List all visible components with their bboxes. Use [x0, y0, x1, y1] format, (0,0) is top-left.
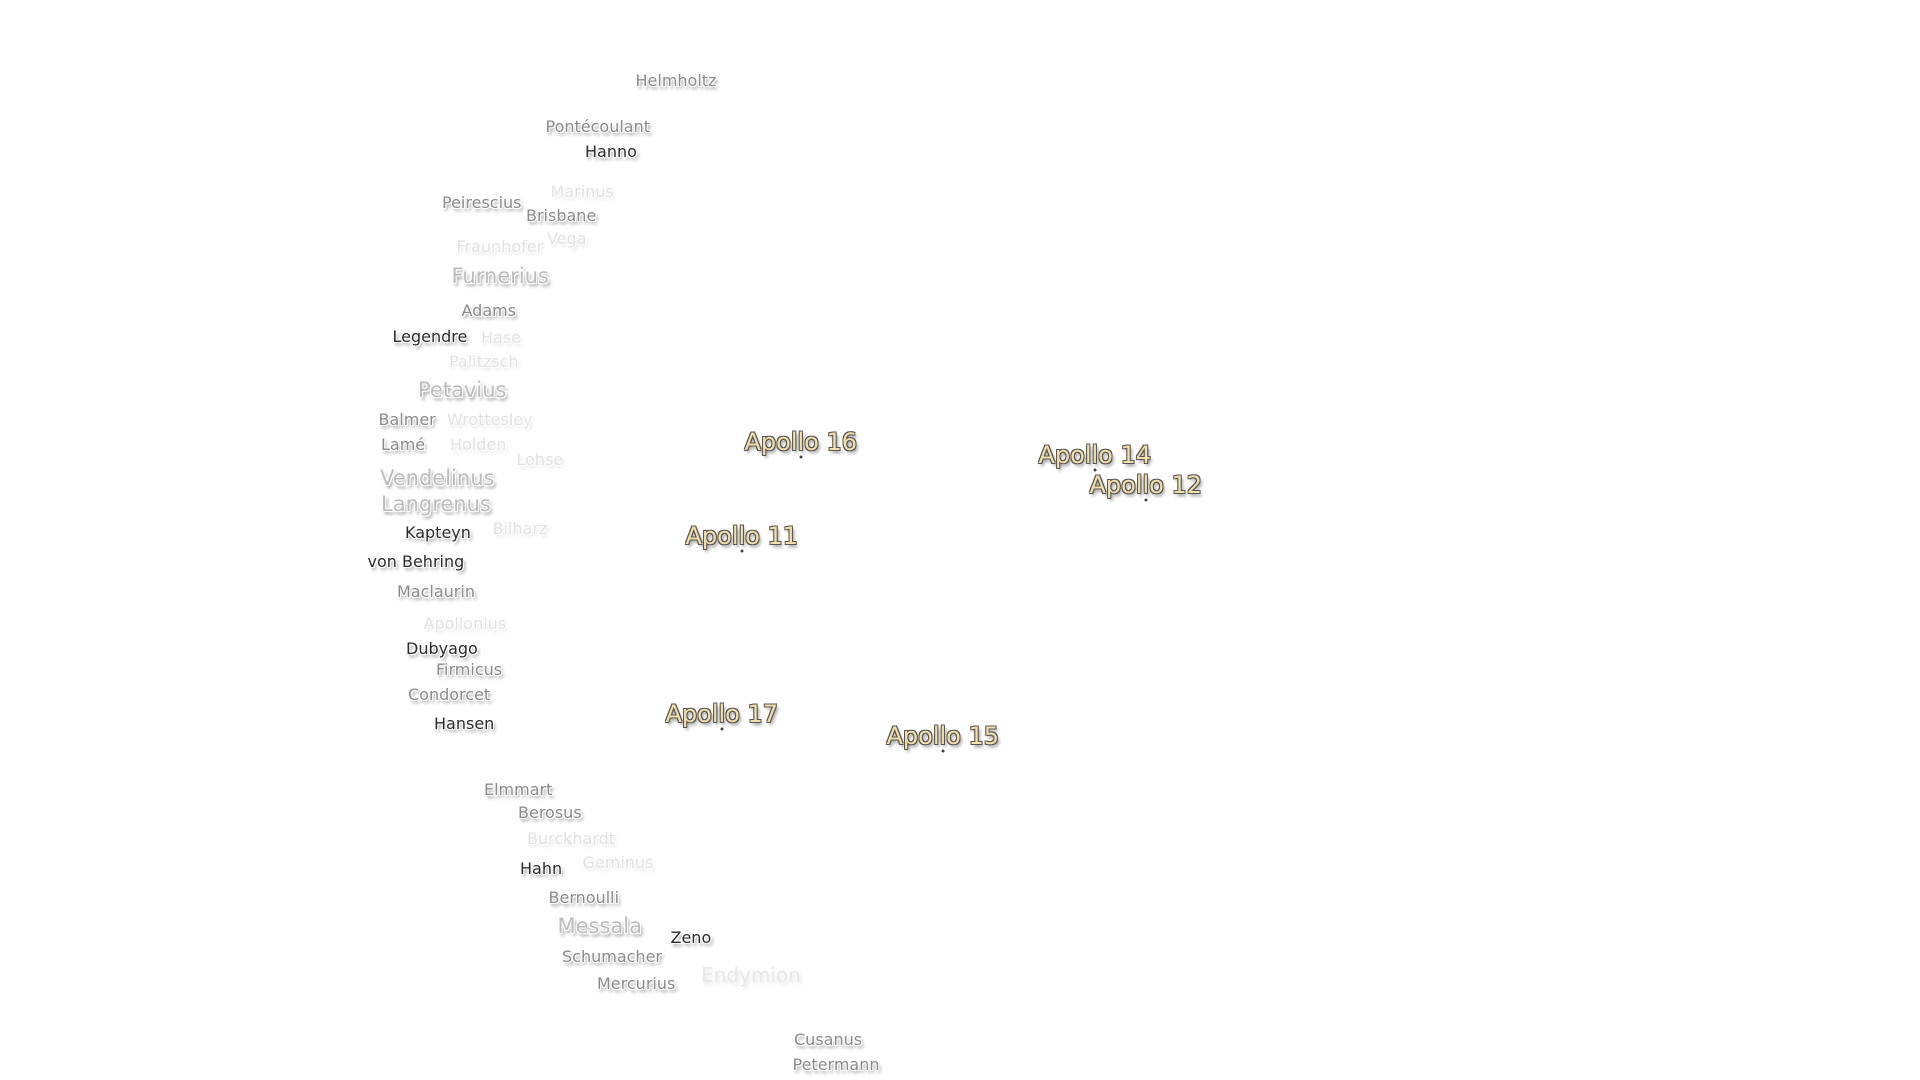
crater-label-elmmart[interactable]: Elmmart — [484, 780, 553, 799]
crater-label-petermann[interactable]: Petermann — [792, 1055, 880, 1074]
landing-site-label-apollo-17[interactable]: Apollo 17 — [665, 700, 779, 728]
crater-label-fraunhofer[interactable]: Fraunhofer — [456, 237, 544, 256]
landing-site-marker-icon[interactable] — [941, 749, 945, 753]
crater-label-endymion[interactable]: Endymion — [701, 963, 801, 987]
landing-site-label-apollo-14[interactable]: Apollo 14 — [1038, 441, 1152, 469]
landing-site-label-apollo-15[interactable]: Apollo 15 — [886, 722, 1000, 750]
crater-label-legendre[interactable]: Legendre — [392, 327, 468, 346]
landing-site-label-apollo-12[interactable]: Apollo 12 — [1089, 471, 1203, 499]
crater-label-holden[interactable]: Holden — [450, 435, 507, 454]
crater-label-hansen[interactable]: Hansen — [434, 714, 495, 733]
crater-label-bernoulli[interactable]: Bernoulli — [548, 888, 620, 907]
crater-label-berosus[interactable]: Berosus — [518, 803, 582, 822]
landing-site-marker-icon[interactable] — [1093, 468, 1097, 472]
crater-label-apollonius[interactable]: Apollonius — [423, 614, 507, 633]
crater-label-hase[interactable]: Hase — [481, 328, 522, 347]
crater-label-maclaurin[interactable]: Maclaurin — [397, 582, 475, 601]
crater-label-burckhardt[interactable]: Burckhardt — [527, 829, 616, 848]
crater-label-firmicus[interactable]: Firmicus — [436, 660, 503, 679]
crater-label-dubyago[interactable]: Dubyago — [406, 639, 478, 658]
crater-label-petavius[interactable]: Petavius — [418, 377, 507, 402]
landing-site-marker-icon[interactable] — [799, 455, 803, 459]
crater-label-peirescius[interactable]: Peirescius — [442, 193, 522, 212]
landing-site-label-apollo-16[interactable]: Apollo 16 — [744, 428, 858, 456]
crater-label-zeno[interactable]: Zeno — [670, 928, 712, 947]
crater-label-vega[interactable]: Vega — [547, 229, 587, 248]
crater-label-kapteyn[interactable]: Kapteyn — [405, 523, 471, 542]
crater-label-hanno[interactable]: Hanno — [585, 142, 637, 161]
crater-label-messala[interactable]: Messala — [557, 913, 643, 938]
crater-label-marinus[interactable]: Marinus — [550, 182, 614, 201]
crater-label-helmholtz[interactable]: Helmholtz — [635, 71, 717, 90]
landing-site-marker-icon[interactable] — [740, 549, 744, 553]
crater-label-furnerius[interactable]: Furnerius — [451, 263, 549, 288]
crater-label-langrenus[interactable]: Langrenus — [381, 491, 491, 516]
crater-label-lame[interactable]: Lamé — [381, 435, 426, 454]
crater-label-wrottesley[interactable]: Wrottesley — [447, 410, 533, 429]
landing-site-marker-icon[interactable] — [1144, 498, 1148, 502]
crater-label-mercurius[interactable]: Mercurius — [597, 974, 676, 993]
crater-label-vendelinus[interactable]: Vendelinus — [380, 465, 495, 490]
crater-label-hahn[interactable]: Hahn — [520, 859, 563, 878]
crater-label-cusanus[interactable]: Cusanus — [794, 1030, 863, 1049]
crater-label-schumacher[interactable]: Schumacher — [562, 947, 662, 966]
crater-label-condorcet[interactable]: Condorcet — [408, 685, 491, 704]
landing-site-label-apollo-11[interactable]: Apollo 11 — [685, 522, 799, 550]
crater-label-pontecoulant[interactable]: Pontécoulant — [545, 117, 651, 136]
crater-label-brisbane[interactable]: Brisbane — [526, 206, 597, 225]
landing-site-marker-icon[interactable] — [720, 727, 724, 731]
crater-label-geminus[interactable]: Geminus — [582, 853, 654, 872]
crater-label-adams[interactable]: Adams — [461, 301, 517, 320]
crater-label-von-behring[interactable]: von Behring — [367, 552, 465, 571]
crater-label-bilharz[interactable]: Bilharz — [492, 519, 548, 538]
crater-label-balmer[interactable]: Balmer — [378, 410, 436, 429]
crater-label-palitzsch[interactable]: Palitzsch — [449, 352, 519, 371]
crater-label-lohse[interactable]: Lohse — [516, 450, 564, 469]
